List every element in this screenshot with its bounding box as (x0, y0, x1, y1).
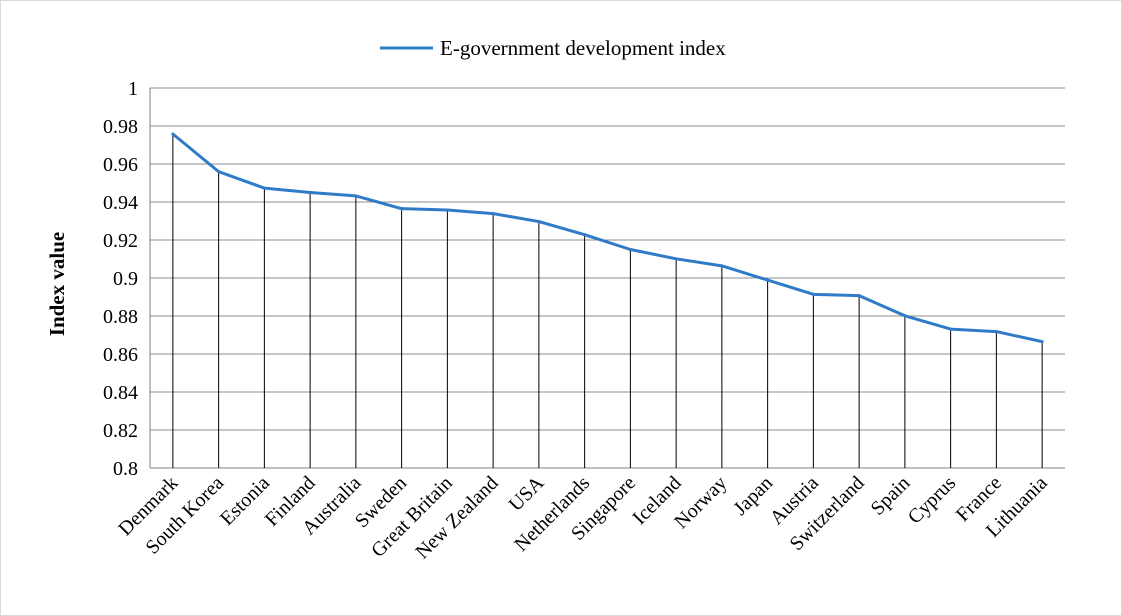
data-point (171, 132, 175, 136)
data-point (674, 257, 678, 261)
data-point (537, 220, 541, 224)
x-tick-label: Estonia (216, 472, 274, 530)
y-tick-label: 0.88 (103, 306, 138, 328)
y-tick-label: 0.8 (113, 458, 138, 480)
y-tick-label: 0.94 (103, 192, 138, 214)
gridlines (149, 87, 1065, 469)
data-point (857, 294, 861, 298)
y-tick-label: 1 (128, 78, 138, 100)
y-tick-label: 0.9 (113, 268, 138, 290)
legend: E-government development index (380, 36, 726, 60)
data-point (308, 191, 312, 194)
data-point (720, 264, 724, 268)
data-point (217, 170, 221, 174)
y-tick-label: 0.86 (103, 344, 138, 366)
data-point (491, 212, 495, 216)
data-point (628, 248, 632, 251)
data-point (354, 194, 358, 198)
data-point (994, 330, 998, 334)
data-point (811, 292, 815, 296)
data-point (445, 208, 449, 212)
y-tick-label: 0.84 (103, 382, 138, 404)
y-tick-labels: 0.8 0.82 0.84 0.86 0.88 0.9 0.92 0.94 0.96 0.98 1 (103, 78, 138, 480)
y-tick-label: 0.98 (103, 116, 138, 138)
y-axis-label: Index value (45, 232, 69, 336)
data-point (400, 207, 404, 211)
data-point (1040, 340, 1044, 344)
data-point (583, 233, 587, 237)
data-point (766, 278, 770, 282)
series-line (171, 132, 1043, 344)
data-point (949, 327, 953, 331)
data-point (903, 314, 907, 318)
x-tick-label: Cyprus (904, 472, 961, 529)
series-group (171, 132, 1044, 344)
y-tick-label: 0.82 (103, 420, 138, 442)
x-tick-label: Norway (670, 472, 731, 533)
drop-lines (172, 133, 1043, 468)
legend-label: E-government development index (440, 36, 726, 60)
data-point (262, 186, 266, 190)
y-tick-label: 0.96 (103, 154, 138, 176)
y-tick-label: 0.92 (103, 230, 138, 252)
